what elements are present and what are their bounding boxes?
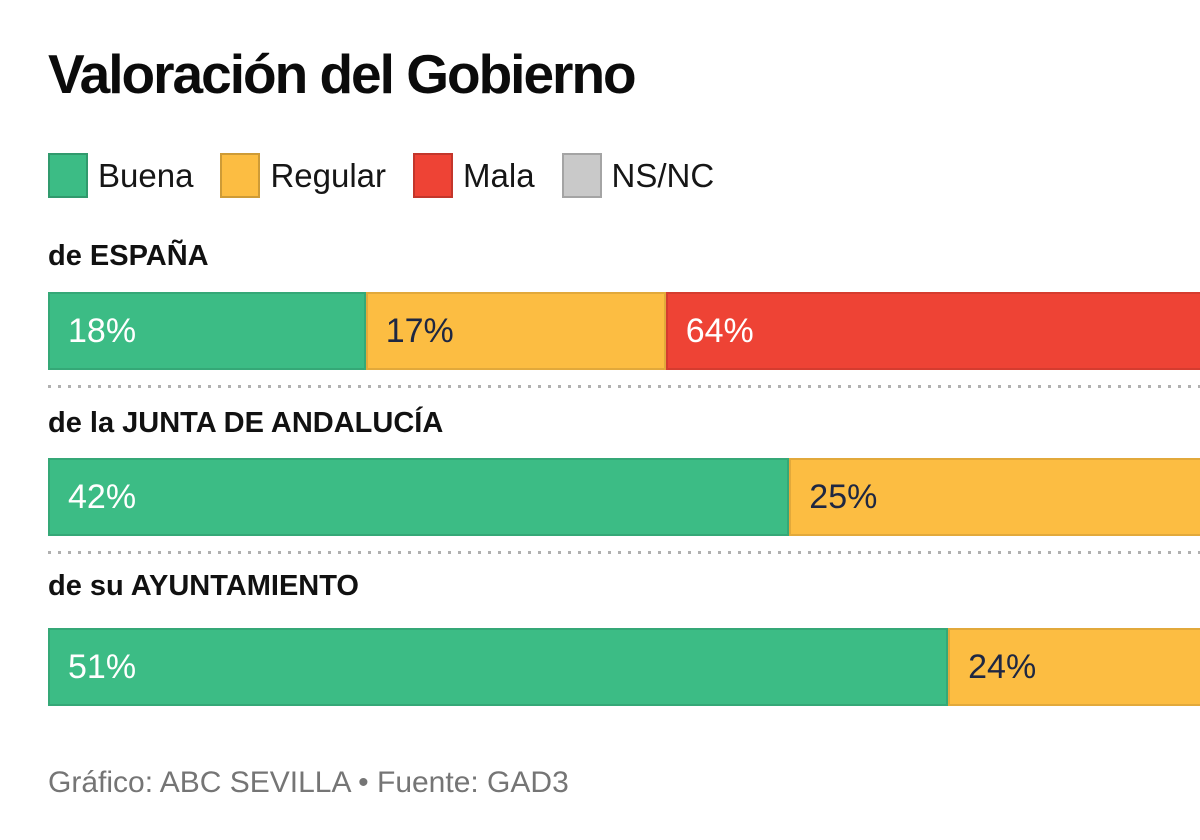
legend-item-nsnc: NS/NC xyxy=(561,153,715,198)
bar-segment-value-label: 42% xyxy=(68,477,137,516)
bar-segment-buena: 42% xyxy=(48,458,790,536)
bar-segment-value-label: 18% xyxy=(68,311,137,350)
row-label-espana: de ESPAÑA xyxy=(48,240,209,272)
row-label-junta-andalucia: de la JUNTA DE ANDALUCÍA xyxy=(48,407,444,439)
legend-swatch-nsnc xyxy=(561,153,602,198)
legend-swatch-buena xyxy=(48,153,88,198)
legend-label-buena: Buena xyxy=(98,157,194,194)
bar-segment-value-label: 25% xyxy=(809,477,878,516)
source-credit: Gráfico: ABC SEVILLA • Fuente: GAD3 xyxy=(48,766,569,799)
stacked-bar-ayuntamiento: 51% 24% xyxy=(48,628,1200,706)
chart-title: Valoración del Gobierno xyxy=(48,43,637,105)
legend-item-buena: Buena xyxy=(48,153,193,198)
bar-segment-value-label: 64% xyxy=(685,311,754,350)
stacked-bar-espana: 18% 17% 64% xyxy=(48,292,1200,370)
bar-segment-regular: 24% xyxy=(948,628,1200,706)
legend-item-mala: Mala xyxy=(413,153,535,198)
legend-item-regular: Regular xyxy=(220,153,386,198)
legend-label-nsnc: NS/NC xyxy=(611,157,715,194)
legend-label-regular: Regular xyxy=(270,157,387,194)
legend-label-mala: Mala xyxy=(463,157,535,194)
bar-segment-mala: 64% xyxy=(665,292,1200,370)
bar-segment-regular: 25% xyxy=(789,458,1200,536)
dotted-separator xyxy=(48,385,1200,388)
bar-segment-buena: 51% xyxy=(48,628,949,706)
legend-swatch-regular xyxy=(220,153,261,198)
bar-segment-regular: 17% xyxy=(365,292,666,370)
bar-segment-value-label: 51% xyxy=(68,647,137,686)
stacked-bar-junta-andalucia: 42% 25% xyxy=(48,458,1200,536)
bar-segment-buena: 18% xyxy=(48,292,366,370)
legend: Buena Regular Mala NS/NC xyxy=(48,153,714,198)
legend-swatch-mala xyxy=(413,153,454,198)
row-label-ayuntamiento: de su AYUNTAMIENTO xyxy=(48,570,359,602)
bar-segment-value-label: 24% xyxy=(968,647,1037,686)
bar-segment-value-label: 17% xyxy=(385,311,454,350)
dotted-separator xyxy=(48,551,1200,554)
